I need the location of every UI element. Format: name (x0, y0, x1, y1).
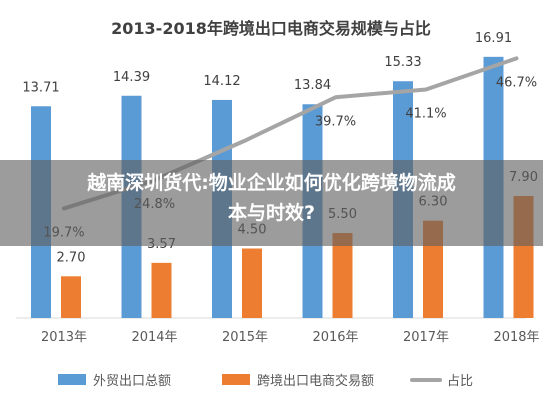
bar-cross-border-1 (61, 276, 81, 318)
x-tick-labels: 2013年 2014年 2015年 2016年 2017年 2018年 (41, 330, 540, 345)
x-tick-label: 2016年 (312, 330, 358, 345)
legend-label: 占比 (447, 374, 473, 389)
legend-swatch (222, 374, 250, 385)
x-tick-label: 2014年 (131, 330, 177, 345)
x-tick-label: 2017年 (403, 330, 449, 345)
data-label-share: 41.1% (405, 106, 446, 121)
legend-swatch (58, 374, 86, 385)
overlay-caption: 越南深圳货代:物业企业如何优化跨境物流成 本与时效? (0, 168, 543, 228)
data-label-cross-border: 2.70 (57, 250, 86, 265)
data-label-export-total: 13.71 (22, 80, 59, 95)
x-tick-label: 2015年 (222, 330, 268, 345)
bar-cross-border-2 (151, 262, 172, 318)
overlay-caption-line-1: 越南深圳货代:物业企业如何优化跨境物流成 (87, 172, 456, 194)
data-label-share: 39.7% (315, 114, 356, 129)
x-tick-label: 2013年 (41, 330, 87, 345)
data-label-export-total: 13.84 (294, 78, 331, 93)
data-label-export-total: 14.39 (113, 70, 150, 85)
legend-label: 跨境出口电商交易额 (257, 373, 374, 389)
data-label-export-total: 14.12 (203, 74, 240, 89)
data-label-export-total: 15.33 (384, 55, 421, 70)
bar-cross-border-4 (332, 233, 353, 318)
bar-cross-border-3 (242, 248, 262, 318)
legend: 外贸出口总额 跨境出口电商交易额 占比 (58, 373, 473, 389)
legend-label: 外贸出口总额 (93, 374, 171, 389)
chart-title: 2013-2018年跨境出口电商交易规模与占比 (111, 19, 431, 38)
overlay-caption-line-2: 本与时效? (227, 202, 316, 224)
overlay-banner (0, 160, 543, 246)
data-label-share: 46.7% (496, 75, 537, 90)
data-label-export-total: 16.91 (475, 31, 512, 46)
x-tick-label: 2018年 (493, 330, 539, 345)
